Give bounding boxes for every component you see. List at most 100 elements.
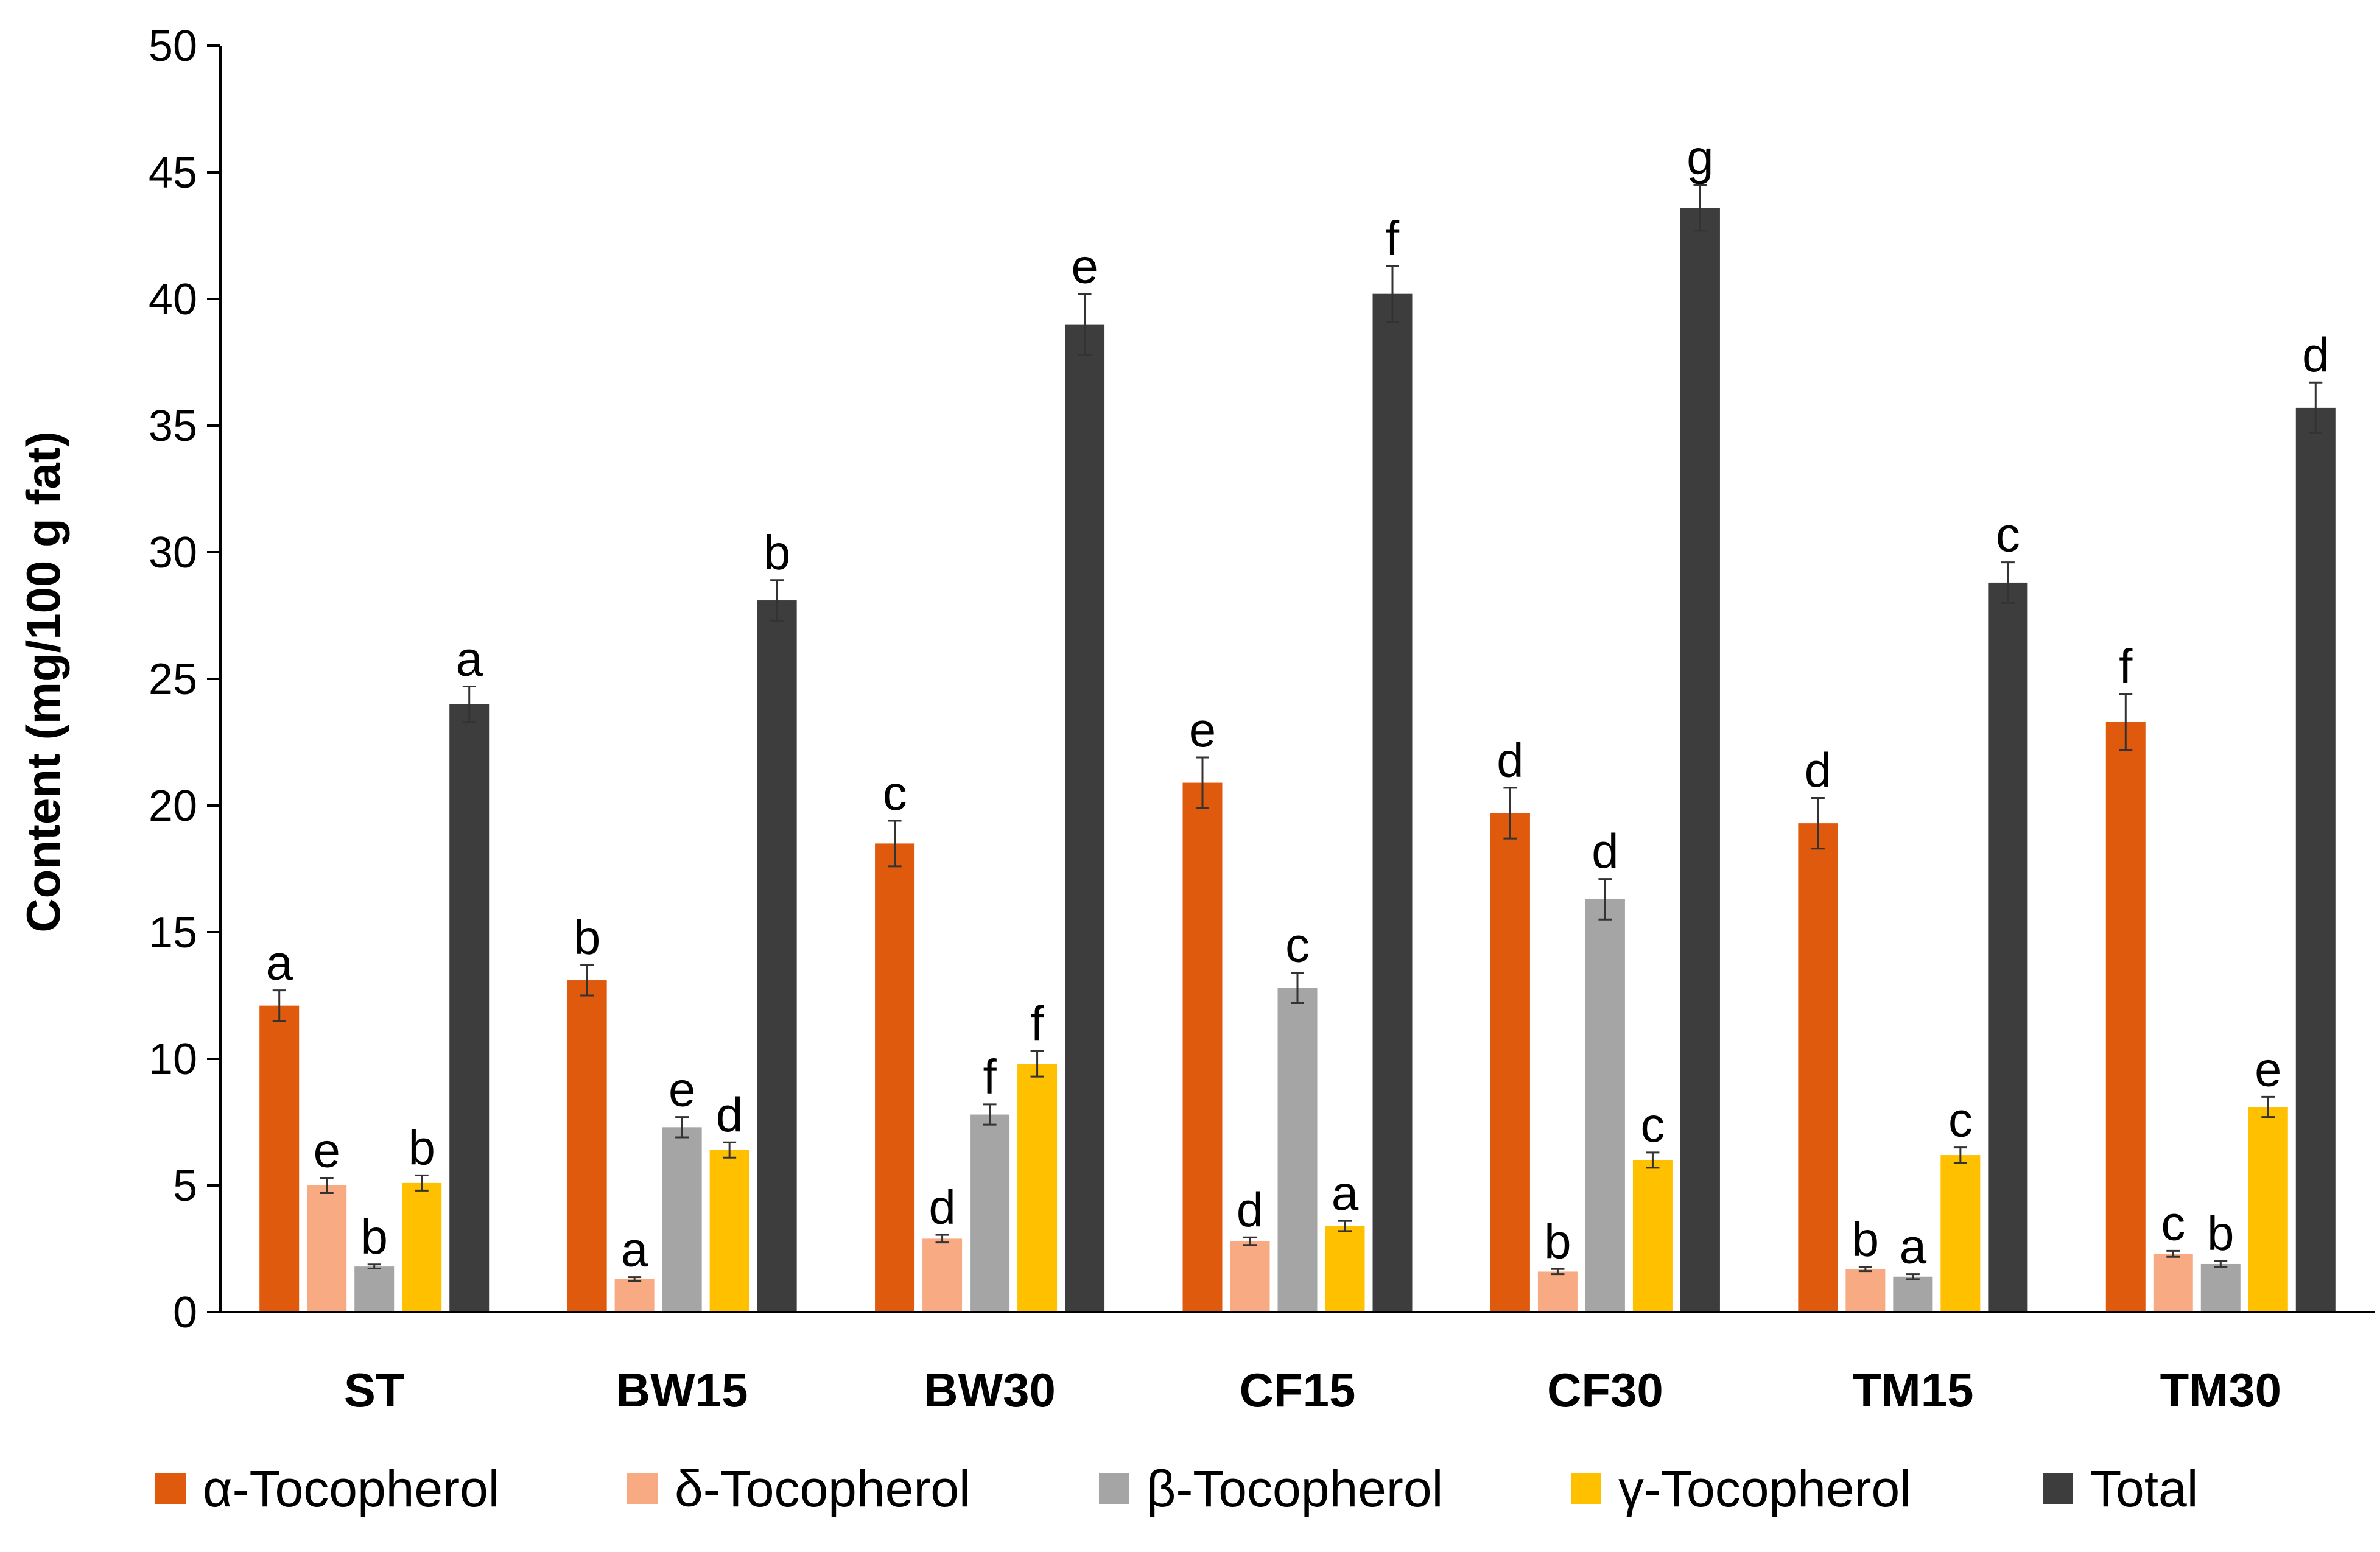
bar-tocopherol-tm15 [1940, 1155, 1981, 1312]
error-bar-tocopherol-bw30 [983, 1103, 997, 1126]
legend-label: γ-Tocopherol [1618, 1460, 1911, 1517]
letter-tocopherol-tm15: c [1948, 1093, 1973, 1147]
letter-tocopherol-tm15: b [1852, 1212, 1880, 1266]
y-axis-label: Content (mg/100 g fat) [16, 431, 70, 932]
y-tick-label: 10 [149, 1035, 197, 1084]
error-bar-tocopherol-cf30 [1503, 787, 1517, 840]
bar-tocopherol-cf15 [1182, 782, 1223, 1312]
letter-total-st: a [455, 631, 483, 686]
letter-tocopherol-cf30: d [1497, 733, 1524, 787]
bar-tocopherol-st [307, 1185, 347, 1312]
letter-tocopherol-cf15: e [1189, 703, 1216, 757]
bar-total-tm30 [2295, 407, 2336, 1312]
letter-tocopherol-tm30: f [2119, 639, 2133, 693]
error-bar-total-cf30 [1693, 184, 1707, 232]
bar-tocopherol-bw15 [709, 1150, 749, 1312]
letter-tocopherol-cf30: d [1592, 824, 1619, 879]
letter-tocopherol-bw30: d [928, 1180, 956, 1234]
error-bar-tocopherol-cf15 [1291, 972, 1304, 1004]
bar-tocopherol-st [354, 1266, 395, 1312]
y-tick-label: 30 [149, 528, 197, 577]
legend-swatch [1571, 1473, 1601, 1504]
bar-tocopherol-bw30 [875, 843, 915, 1312]
error-bar-tocopherol-tm15 [1906, 1273, 1920, 1280]
bar-tocopherol-bw15 [567, 980, 607, 1312]
error-bar-tocopherol-cf15 [1196, 756, 1209, 809]
error-bar-total-cf15 [1386, 265, 1399, 323]
letter-tocopherol-bw30: f [983, 1050, 997, 1104]
letter-tocopherol-bw15: e [669, 1062, 696, 1117]
bar-tocopherol-bw15 [614, 1279, 655, 1312]
error-bar-tocopherol-bw15 [628, 1276, 642, 1282]
error-bar-tocopherol-cf30 [1551, 1268, 1565, 1276]
bar-tocopherol-cf15 [1277, 988, 1318, 1312]
bar-tocopherol-bw15 [662, 1127, 702, 1312]
error-bar-total-bw30 [1078, 293, 1092, 356]
y-tick-label: 5 [173, 1162, 197, 1210]
bar-tocopherol-tm30 [2200, 1263, 2241, 1312]
legend: α-Tocopherol δ-Tocopherol β-Tocopherol γ-To… [155, 1460, 2198, 1517]
bar-tocopherol-tm15 [1845, 1269, 1886, 1312]
error-bar-tocopherol-st [367, 1263, 381, 1269]
error-bars [272, 184, 2323, 1282]
bar-tocopherol-cf15 [1230, 1241, 1270, 1312]
legend-item-total: Total [2043, 1460, 2198, 1517]
bar-tocopherol-cf30 [1490, 813, 1530, 1312]
error-bar-tocopherol-cf15 [1338, 1220, 1352, 1232]
legend-swatch [1099, 1473, 1129, 1504]
bar-tocopherol-tm15 [1893, 1276, 1933, 1312]
legend-label: α-Tocopherol [203, 1460, 499, 1517]
error-bar-total-st [462, 685, 476, 723]
bar-tocopherol-st [259, 1005, 300, 1312]
letter-tocopherol-tm30: b [2207, 1206, 2234, 1260]
letter-tocopherol-bw15: b [574, 910, 601, 964]
y-axis: 0 5 10 15 20 25 30 35 40 45 50 [149, 22, 222, 1337]
bar-total-st [449, 704, 490, 1312]
letter-total-cf15: f [1386, 211, 1400, 265]
x-tick-label-tm30: TM30 [2160, 1363, 2281, 1417]
error-bar-tocopherol-tm30 [2261, 1095, 2275, 1118]
bar-tocopherol-bw30 [922, 1238, 963, 1312]
x-tick-label-bw30: BW30 [924, 1363, 1056, 1417]
bar-tocopherol-tm30 [2153, 1254, 2193, 1312]
letter-total-cf30: g [1687, 130, 1714, 184]
x-tick-label-cf15: CF15 [1240, 1363, 1356, 1417]
legend-item-tocopherol: β-Tocopherol [1099, 1460, 1443, 1517]
legend-swatch [627, 1473, 658, 1504]
letter-tocopherol-cf30: b [1544, 1214, 1571, 1268]
legend-swatch [2043, 1473, 2073, 1504]
error-bar-tocopherol-bw30 [888, 820, 902, 868]
x-axis: ST BW15 BW30 CF15 CF30 TM15 TM30 [220, 1311, 2375, 1417]
y-tick-label: 25 [149, 655, 197, 704]
error-bar-tocopherol-st [320, 1177, 334, 1194]
bar-tocopherol-bw30 [970, 1114, 1010, 1312]
legend-item-tocopherol: α-Tocopherol [155, 1460, 499, 1517]
legend-label: β-Tocopherol [1146, 1460, 1443, 1517]
x-tick-label-cf30: CF30 [1547, 1363, 1663, 1417]
error-bar-tocopherol-st [415, 1174, 429, 1192]
error-bar-tocopherol-tm30 [2166, 1249, 2180, 1258]
letter-tocopherol-st: e [313, 1123, 340, 1178]
letter-total-bw15: b [763, 525, 791, 580]
error-bar-tocopherol-bw30 [1030, 1050, 1044, 1078]
error-bar-total-bw15 [770, 579, 784, 622]
x-tick-label-tm15: TM15 [1852, 1363, 1973, 1417]
letter-tocopherol-tm30: c [2161, 1196, 2185, 1250]
error-bar-tocopherol-cf30 [1646, 1151, 1660, 1169]
letter-total-bw30: e [1071, 239, 1098, 293]
bar-total-bw15 [757, 600, 797, 1312]
letter-tocopherol-cf15: c [1285, 918, 1310, 972]
y-tick-label: 0 [173, 1288, 197, 1337]
error-bar-tocopherol-bw30 [935, 1234, 949, 1244]
error-bar-tocopherol-cf15 [1243, 1236, 1257, 1246]
x-tick-label-bw15: BW15 [616, 1363, 748, 1417]
bar-total-cf15 [1372, 293, 1413, 1313]
legend-item-tocopherol: δ-Tocopherol [627, 1460, 971, 1517]
letter-tocopherol-st: a [265, 936, 293, 990]
error-bar-tocopherol-bw15 [723, 1141, 737, 1159]
bar-tocopherol-cf15 [1325, 1226, 1365, 1312]
error-bar-tocopherol-bw15 [580, 964, 594, 997]
letter-tocopherol-tm15: d [1805, 743, 1832, 798]
letter-tocopherol-bw30: c [883, 766, 907, 820]
